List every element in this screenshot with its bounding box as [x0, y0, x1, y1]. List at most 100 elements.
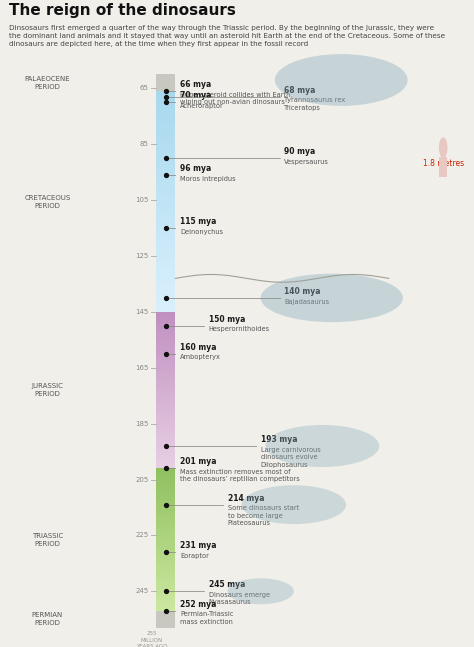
Text: Large carnivorous
dinosaurs evolve
Dilophosaurus: Large carnivorous dinosaurs evolve Dilop…	[261, 446, 320, 468]
Bar	[156, 371, 175, 375]
Bar	[156, 213, 175, 218]
Text: 85: 85	[140, 141, 149, 148]
Bar	[156, 449, 175, 453]
Bar	[156, 273, 175, 279]
Text: Deinonychus: Deinonychus	[180, 229, 223, 235]
Bar	[156, 246, 175, 251]
Text: 185: 185	[136, 421, 149, 426]
Text: 205: 205	[136, 476, 149, 483]
Bar	[156, 124, 175, 130]
Text: 70 mya: 70 mya	[180, 91, 211, 100]
Text: 201 mya: 201 mya	[180, 457, 217, 466]
Text: 96 mya: 96 mya	[180, 164, 211, 173]
Bar	[439, 157, 447, 177]
Bar	[156, 251, 175, 257]
Bar	[156, 135, 175, 141]
Bar	[156, 141, 175, 146]
Bar	[156, 382, 175, 386]
Text: 125: 125	[136, 253, 149, 259]
Bar	[156, 497, 175, 500]
Text: 193 mya: 193 mya	[261, 435, 297, 444]
Text: 231 mya: 231 mya	[180, 541, 217, 550]
Bar	[156, 257, 175, 262]
Bar	[156, 410, 175, 413]
Bar	[156, 586, 175, 589]
Bar	[156, 550, 175, 554]
Bar	[156, 312, 175, 316]
Bar	[156, 547, 175, 550]
Ellipse shape	[228, 578, 294, 604]
Bar	[156, 486, 175, 490]
Text: Moros intrepidus: Moros intrepidus	[180, 175, 236, 182]
Ellipse shape	[275, 54, 408, 106]
Bar	[156, 96, 175, 102]
Text: 245 mya: 245 mya	[209, 580, 245, 589]
Text: Eoraptor: Eoraptor	[180, 553, 209, 559]
Bar	[156, 500, 175, 504]
Text: Dinsosaurs first emerged a quarter of the way through the Triassic period. By th: Dinsosaurs first emerged a quarter of th…	[9, 25, 446, 47]
Text: 150 mya: 150 mya	[209, 315, 245, 324]
Bar	[156, 279, 175, 284]
Bar	[156, 351, 175, 355]
Bar	[156, 262, 175, 268]
Text: 68 mya: 68 mya	[284, 86, 316, 95]
Bar	[156, 201, 175, 207]
Text: 252 mya: 252 mya	[180, 600, 217, 609]
Bar	[156, 335, 175, 339]
Bar	[156, 493, 175, 497]
Bar	[156, 579, 175, 582]
Bar	[156, 74, 175, 628]
Bar	[156, 367, 175, 371]
Bar	[156, 417, 175, 421]
Text: 66 mya: 66 mya	[180, 80, 211, 89]
Ellipse shape	[265, 425, 379, 467]
Bar	[156, 521, 175, 525]
Bar	[156, 331, 175, 335]
Bar	[156, 102, 175, 107]
Text: CRETACEOUS
PERIOD: CRETACEOUS PERIOD	[24, 195, 71, 208]
Bar	[156, 472, 175, 476]
Text: 1.8 metres: 1.8 metres	[423, 159, 464, 168]
Text: 140 mya: 140 mya	[284, 287, 321, 296]
Bar	[156, 190, 175, 196]
Bar	[156, 316, 175, 320]
Bar	[156, 536, 175, 540]
Bar	[156, 240, 175, 246]
Bar	[156, 465, 175, 468]
Bar	[156, 307, 175, 312]
Bar	[156, 398, 175, 402]
Bar	[156, 347, 175, 351]
Bar	[156, 119, 175, 124]
Bar	[156, 479, 175, 483]
Text: Hesperornithoides: Hesperornithoides	[209, 327, 270, 333]
Text: 145: 145	[136, 309, 149, 315]
Bar	[156, 600, 175, 604]
Bar	[156, 453, 175, 457]
Text: 115 mya: 115 mya	[180, 217, 217, 226]
Bar	[156, 514, 175, 518]
Bar	[156, 572, 175, 575]
Bar	[156, 558, 175, 561]
Bar	[156, 146, 175, 152]
Bar	[156, 511, 175, 514]
Bar	[156, 174, 175, 179]
Text: 90 mya: 90 mya	[284, 148, 316, 157]
Bar	[156, 561, 175, 565]
Bar	[156, 413, 175, 417]
Bar	[156, 429, 175, 433]
Text: Ambopteryx: Ambopteryx	[180, 355, 221, 360]
Bar	[156, 540, 175, 543]
Text: 245: 245	[136, 588, 149, 595]
Bar	[156, 355, 175, 359]
Bar	[156, 185, 175, 190]
Bar	[156, 406, 175, 410]
Bar	[156, 608, 175, 611]
Bar	[156, 476, 175, 479]
Bar	[156, 543, 175, 547]
Bar	[156, 107, 175, 113]
Text: Some dinosaurs start
to become large
Plateosaurus: Some dinosaurs start to become large Pla…	[228, 505, 299, 526]
Bar	[156, 441, 175, 445]
Text: JURASSIC
PERIOD: JURASSIC PERIOD	[31, 383, 64, 397]
Bar	[156, 327, 175, 331]
Text: 255
MILLION
YEARS AGO: 255 MILLION YEARS AGO	[136, 631, 167, 647]
